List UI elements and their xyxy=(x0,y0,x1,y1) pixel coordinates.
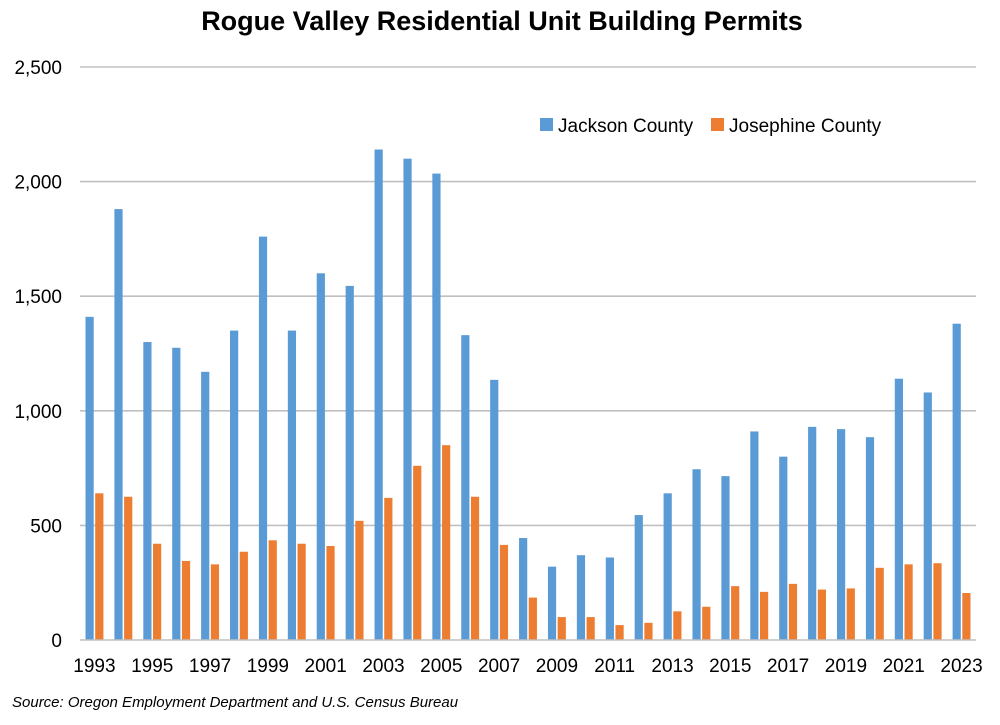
bar-jackson-county xyxy=(85,316,94,640)
bar-jackson-county xyxy=(230,330,239,640)
bar-josephine-county xyxy=(124,496,133,640)
x-tick-label: 2009 xyxy=(536,656,578,677)
bar-josephine-county xyxy=(962,593,971,640)
bar-jackson-county xyxy=(692,469,701,640)
x-tick-label: 2019 xyxy=(825,656,867,677)
x-tick-label: 1999 xyxy=(247,656,289,677)
x-axis-ticks: 1993 1995 1997 1999 2001 2003 2005 2007 2009 2011… xyxy=(73,656,982,677)
x-tick-label: 2001 xyxy=(305,656,347,677)
bar-jackson-county xyxy=(345,285,354,640)
bar-jackson-county xyxy=(114,209,123,640)
bar-josephine-county xyxy=(413,465,422,640)
bar-josephine-county xyxy=(355,520,364,640)
bar-josephine-county xyxy=(759,591,769,640)
x-tick-label: 2021 xyxy=(883,656,925,677)
bar-jackson-county xyxy=(605,557,614,640)
bar-jackson-county xyxy=(808,426,817,640)
bar-josephine-county xyxy=(846,588,855,640)
y-tick-label: 500 xyxy=(30,516,62,537)
bar-jackson-county xyxy=(461,335,470,640)
bar-josephine-county xyxy=(731,586,740,640)
bar-josephine-county xyxy=(210,564,220,640)
y-tick-label: 1,000 xyxy=(14,402,62,423)
y-tick-label: 2,000 xyxy=(14,173,62,194)
bars xyxy=(85,149,971,640)
bar-josephine-county xyxy=(615,625,624,640)
x-tick-label: 1993 xyxy=(73,656,115,677)
bar-jackson-county xyxy=(490,379,499,640)
bar-jackson-county xyxy=(432,173,441,640)
bar-jackson-county xyxy=(403,158,412,640)
grid-lines xyxy=(80,66,976,527)
y-tick-label: 2,500 xyxy=(14,58,62,79)
bar-josephine-county xyxy=(933,563,942,640)
bar-josephine-county xyxy=(470,496,480,640)
source-note: Source: Oregon Employment Department and… xyxy=(12,694,459,711)
bar-jackson-county xyxy=(547,566,557,640)
legend: Jackson County Josephine County xyxy=(540,116,882,137)
legend-swatch-josephine xyxy=(711,118,724,131)
bar-josephine-county xyxy=(673,611,682,640)
legend-label-josephine: Josephine County xyxy=(729,116,882,137)
bar-josephine-county xyxy=(95,493,104,640)
y-tick-label: 1,500 xyxy=(14,287,62,308)
bar-jackson-county xyxy=(836,429,846,640)
x-tick-label: 2023 xyxy=(940,656,982,677)
x-tick-label: 2013 xyxy=(651,656,693,677)
bar-jackson-county xyxy=(952,323,961,640)
bar-josephine-county xyxy=(557,617,566,640)
bar-josephine-county xyxy=(702,606,711,640)
bar-josephine-county xyxy=(153,543,162,640)
bar-josephine-county xyxy=(586,617,595,640)
bar-jackson-county xyxy=(894,378,903,640)
bar-josephine-county xyxy=(442,445,451,640)
bar-jackson-county xyxy=(865,437,875,640)
bar-josephine-county xyxy=(904,564,913,640)
bar-josephine-county xyxy=(297,543,306,640)
bar-jackson-county xyxy=(258,236,268,640)
bar-jackson-county xyxy=(923,392,932,640)
bar-josephine-county xyxy=(326,546,335,640)
bar-jackson-county xyxy=(750,431,759,640)
bar-jackson-county xyxy=(143,342,152,640)
bar-jackson-county xyxy=(519,538,528,640)
bar-jackson-county xyxy=(287,330,297,640)
bar-josephine-county xyxy=(875,567,884,640)
x-tick-label: 2003 xyxy=(362,656,404,677)
bar-josephine-county xyxy=(528,597,537,640)
chart-title: Rogue Valley Residential Unit Building P… xyxy=(201,6,803,36)
bar-josephine-county xyxy=(239,551,248,640)
bar-josephine-county xyxy=(384,497,393,640)
x-tick-label: 1995 xyxy=(131,656,173,677)
legend-label-jackson: Jackson County xyxy=(558,116,694,137)
bar-jackson-county xyxy=(576,555,586,640)
bar-josephine-county xyxy=(788,583,798,640)
bar-jackson-county xyxy=(634,515,643,640)
y-tick-label: 0 xyxy=(51,631,62,652)
x-tick-label: 2011 xyxy=(594,656,635,677)
legend-swatch-jackson xyxy=(540,118,553,131)
x-tick-label: 2015 xyxy=(709,656,751,677)
bar-jackson-county xyxy=(663,493,672,640)
bar-jackson-county xyxy=(779,456,788,640)
bar-jackson-county xyxy=(374,149,383,640)
y-axis-ticks: 0 500 1,000 1,500 2,000 2,500 xyxy=(14,58,62,652)
bar-jackson-county xyxy=(201,371,210,640)
bar-jackson-county xyxy=(172,347,181,640)
bar-jackson-county xyxy=(316,273,325,640)
bar-josephine-county xyxy=(181,560,191,640)
x-tick-label: 1997 xyxy=(189,656,231,677)
x-tick-label: 2007 xyxy=(478,656,520,677)
bar-josephine-county xyxy=(644,622,653,640)
bar-josephine-county xyxy=(817,589,826,640)
bar-jackson-county xyxy=(721,476,730,640)
x-tick-label: 2005 xyxy=(420,656,462,677)
bar-josephine-county xyxy=(268,540,277,640)
x-tick-label: 2017 xyxy=(767,656,809,677)
bar-josephine-county xyxy=(499,544,509,640)
